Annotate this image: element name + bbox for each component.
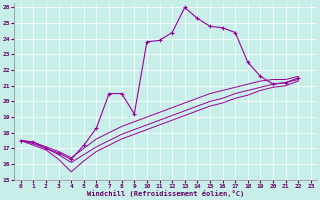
X-axis label: Windchill (Refroidissement éolien,°C): Windchill (Refroidissement éolien,°C)	[87, 190, 244, 197]
